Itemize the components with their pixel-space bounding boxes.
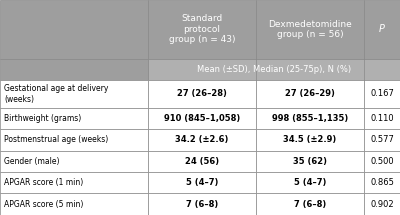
Bar [256, 150, 364, 172]
Bar [148, 108, 256, 129]
Bar [256, 0, 364, 59]
Bar [364, 80, 400, 108]
Text: 7 (6–8): 7 (6–8) [186, 200, 218, 209]
Bar [256, 129, 364, 150]
Text: 27 (26–29): 27 (26–29) [285, 89, 335, 98]
Text: P: P [379, 24, 385, 34]
Bar [256, 172, 364, 194]
Bar [148, 150, 256, 172]
Bar [364, 194, 400, 215]
Text: 5 (4–7): 5 (4–7) [186, 178, 218, 187]
Bar [148, 172, 256, 194]
Bar [0, 59, 148, 80]
Bar [0, 108, 148, 129]
Bar [0, 0, 148, 59]
Bar [364, 150, 400, 172]
Text: APGAR score (5 min): APGAR score (5 min) [4, 200, 83, 209]
Bar [364, 0, 400, 59]
Bar [148, 194, 256, 215]
Bar [0, 172, 148, 194]
Text: Postmenstrual age (weeks): Postmenstrual age (weeks) [4, 135, 108, 144]
Bar [0, 129, 148, 150]
Bar [364, 129, 400, 150]
Text: 34.5 (±2.9): 34.5 (±2.9) [283, 135, 337, 144]
Text: 5 (4–7): 5 (4–7) [294, 178, 326, 187]
Bar [256, 108, 364, 129]
Bar [148, 59, 400, 80]
Text: APGAR score (1 min): APGAR score (1 min) [4, 178, 83, 187]
Bar [0, 80, 148, 108]
Text: Mean (±SD), Median (25-75p), N (%): Mean (±SD), Median (25-75p), N (%) [197, 65, 351, 74]
Text: 0.865: 0.865 [370, 178, 394, 187]
Bar [0, 194, 148, 215]
Text: 998 (855–1,135): 998 (855–1,135) [272, 114, 348, 123]
Text: 24 (56): 24 (56) [185, 157, 219, 166]
Bar [364, 108, 400, 129]
Bar [256, 194, 364, 215]
Text: 0.110: 0.110 [370, 114, 394, 123]
Text: 0.902: 0.902 [370, 200, 394, 209]
Text: Standard
protocol
group (n = 43): Standard protocol group (n = 43) [169, 14, 235, 44]
Text: 34.2 (±2.6): 34.2 (±2.6) [175, 135, 229, 144]
Bar [364, 172, 400, 194]
Text: 910 (845–1,058): 910 (845–1,058) [164, 114, 240, 123]
Text: 0.167: 0.167 [370, 89, 394, 98]
Text: 35 (62): 35 (62) [293, 157, 327, 166]
Text: 27 (26–28): 27 (26–28) [177, 89, 227, 98]
Text: 7 (6–8): 7 (6–8) [294, 200, 326, 209]
Text: 0.500: 0.500 [370, 157, 394, 166]
Text: Gender (male): Gender (male) [4, 157, 60, 166]
Text: Birthweight (grams): Birthweight (grams) [4, 114, 81, 123]
Text: Gestational age at delivery
(weeks): Gestational age at delivery (weeks) [4, 84, 108, 103]
Bar [148, 0, 256, 59]
Bar [256, 80, 364, 108]
Bar [0, 150, 148, 172]
Text: 0.577: 0.577 [370, 135, 394, 144]
Bar [148, 129, 256, 150]
Bar [148, 80, 256, 108]
Text: Dexmedetomidine
group (n = 56): Dexmedetomidine group (n = 56) [268, 20, 352, 39]
